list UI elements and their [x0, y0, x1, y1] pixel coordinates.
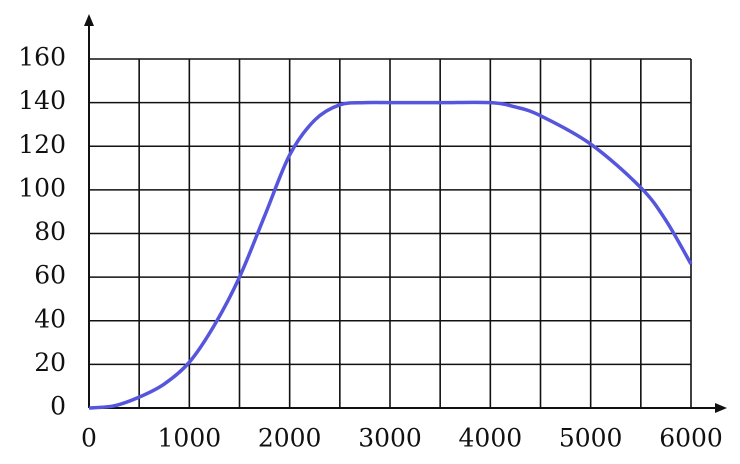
x-tick-label: 0	[81, 424, 97, 453]
x-tick-label: 6000	[659, 424, 723, 453]
y-tick-label: 80	[34, 217, 66, 246]
x-tick-label: 4000	[459, 424, 523, 453]
y-tick-label: 0	[50, 392, 66, 421]
y-tick-label: 40	[34, 304, 66, 333]
x-tick-label: 3000	[358, 424, 422, 453]
x-tick-label: 2000	[258, 424, 322, 453]
y-tick-label: 140	[18, 86, 66, 115]
y-tick-label: 160	[18, 43, 66, 72]
x-axis-arrow	[715, 403, 727, 413]
y-tick-label: 60	[34, 261, 66, 290]
x-tick-label: 5000	[559, 424, 623, 453]
y-tick-label: 20	[34, 348, 66, 377]
y-axis-arrow	[84, 14, 94, 26]
line	[88, 100, 693, 410]
x-tick-label: 1000	[158, 424, 222, 453]
y-tick-label: 100	[18, 173, 66, 202]
y-tick-label: 120	[18, 130, 66, 159]
